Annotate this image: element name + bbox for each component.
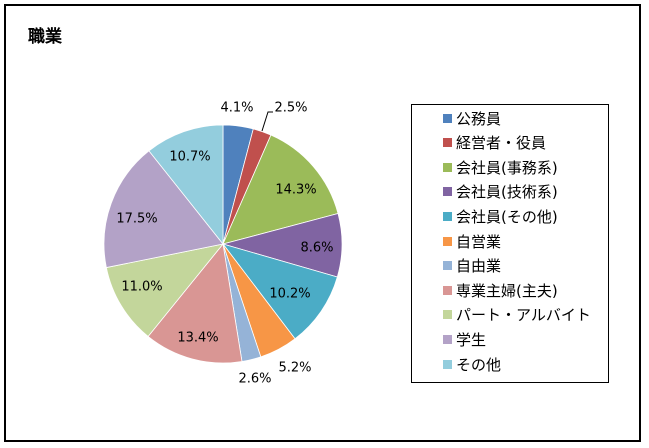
legend-label: パート・アルバイト [456, 306, 591, 325]
legend-swatch-icon [443, 138, 452, 148]
data-label: 10.2% [269, 286, 311, 302]
data-label: 5.2% [278, 360, 312, 376]
pie-slices [103, 124, 343, 364]
legend-label: 自由業 [456, 257, 502, 276]
pie-slice [103, 150, 224, 269]
chart-title: 職業 [28, 27, 62, 47]
legend-item: パート・アルバイト [443, 305, 591, 325]
legend-swatch-icon [443, 310, 452, 320]
pie-slice [221, 243, 338, 340]
legend-item: 自由業 [443, 256, 501, 276]
data-label: 4.1% [220, 100, 254, 116]
data-label: 2.5% [274, 100, 308, 116]
legend-label: 会社員(その他) [456, 207, 558, 226]
leader-line [261, 111, 273, 132]
legend-label: 公務員 [456, 109, 502, 128]
legend-item: 会社員(技術系) [443, 182, 558, 202]
data-label: 8.6% [300, 240, 334, 256]
legend-label: その他 [456, 355, 502, 374]
legend-item: 経営者・役員 [443, 133, 546, 153]
legend-item: 自営業 [443, 231, 501, 251]
pie-slice [105, 243, 225, 338]
pie-slice [222, 134, 339, 245]
legend-swatch-icon [443, 113, 452, 123]
legend-swatch-icon [443, 285, 452, 295]
legend-swatch-icon [443, 236, 452, 246]
legend-label: 会社員(事務系) [456, 158, 558, 177]
legend-item: 学生 [443, 329, 486, 349]
data-label: 17.5% [116, 211, 158, 227]
data-label: 13.4% [177, 330, 219, 346]
legend-item: その他 [443, 354, 501, 374]
legend-swatch-icon [443, 162, 452, 172]
pie-slice [148, 124, 224, 246]
data-label: 14.3% [275, 182, 317, 198]
legend-item: 専業主婦(主夫) [443, 280, 558, 300]
legend: 公務員経営者・役員 会社員(事務系) 会社員(技術系) 会社員(その他) 自営業自由業専… [411, 104, 609, 383]
legend-label: 経営者・役員 [456, 134, 547, 153]
legend-swatch-icon [443, 211, 452, 221]
legend-label: 専業主婦(主夫) [456, 281, 558, 300]
legend-item: 会社員(その他) [443, 206, 558, 226]
legend-swatch-icon [443, 261, 452, 271]
legend-label: 会社員(技術系) [456, 183, 558, 202]
data-label: 2.6% [238, 371, 272, 387]
legend-swatch-icon [443, 187, 452, 197]
data-label: 10.7% [169, 149, 211, 165]
legend-swatch-icon [443, 334, 452, 344]
data-label: 11.0% [121, 279, 163, 295]
legend-swatch-icon [443, 359, 452, 369]
legend-label: 自営業 [456, 232, 502, 251]
pie-slice [147, 243, 243, 364]
legend-label: 学生 [456, 330, 487, 349]
legend-item: 公務員 [443, 108, 501, 128]
legend-item: 会社員(事務系) [443, 157, 558, 177]
